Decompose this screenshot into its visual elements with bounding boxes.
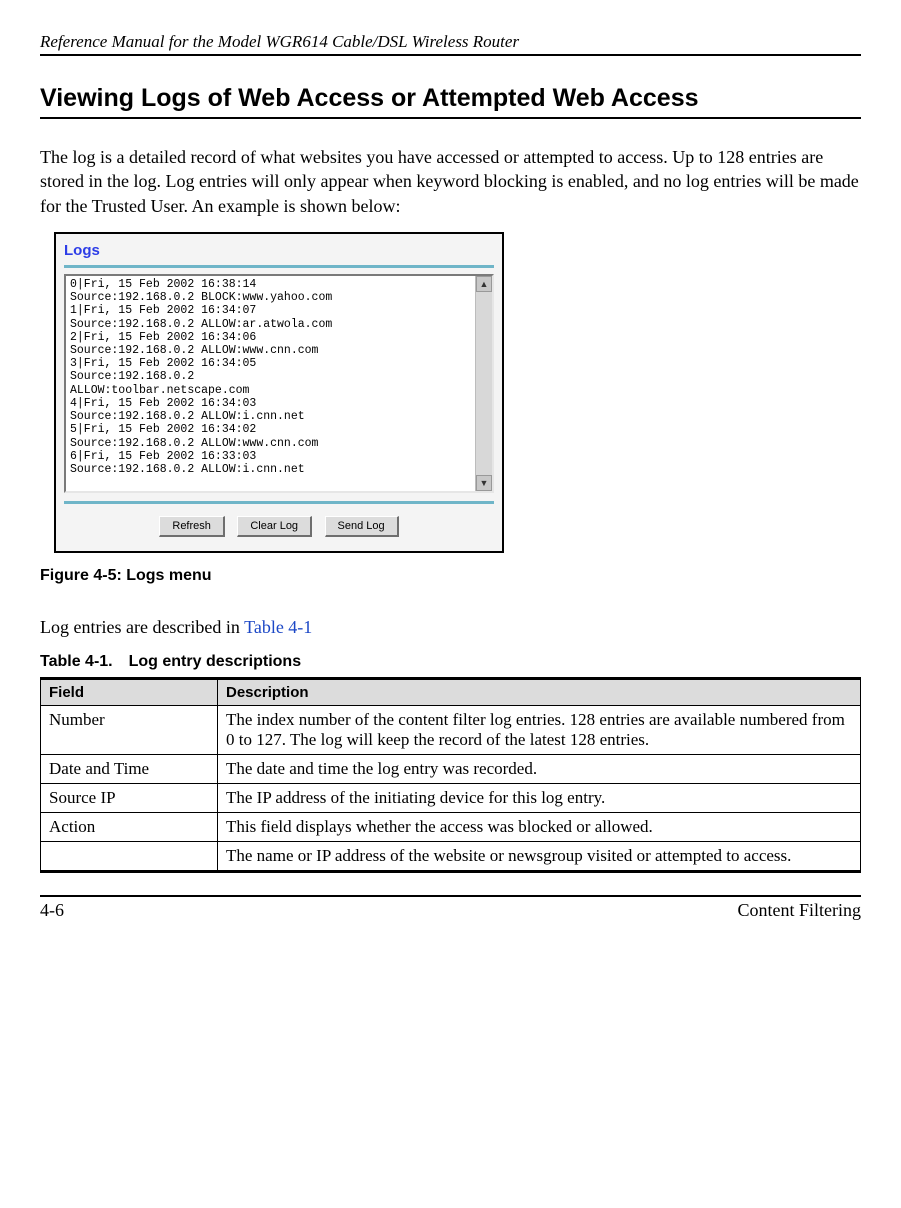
cell-field [41, 842, 218, 872]
footer-section-name: Content Filtering [738, 900, 862, 921]
cell-desc: The date and time the log entry was reco… [218, 755, 861, 784]
cell-field: Source IP [41, 784, 218, 813]
intro-paragraph: The log is a detailed record of what web… [40, 145, 861, 218]
table-row: Date and Time The date and time the log … [41, 755, 861, 784]
header-field: Field [41, 679, 218, 706]
cell-field: Number [41, 706, 218, 755]
header-description: Description [218, 679, 861, 706]
logs-textarea[interactable]: 0|Fri, 15 Feb 2002 16:38:14 Source:192.1… [64, 274, 494, 493]
clear-log-button[interactable]: Clear Log [237, 516, 312, 537]
table-row: Source IP The IP address of the initiati… [41, 784, 861, 813]
table-row: Action This field displays whether the a… [41, 813, 861, 842]
running-head: Reference Manual for the Model WGR614 Ca… [40, 32, 861, 52]
section-title: Viewing Logs of Web Access or Attempted … [40, 84, 861, 113]
footer-rule [40, 895, 861, 897]
logs-panel-rule-top [64, 265, 494, 268]
cell-desc: The name or IP address of the website or… [218, 842, 861, 872]
logs-button-row: Refresh Clear Log Send Log [64, 516, 494, 537]
cell-field: Action [41, 813, 218, 842]
footer-page-number: 4-6 [40, 900, 64, 921]
page-footer: 4-6 Content Filtering [40, 900, 861, 921]
cell-desc: The index number of the content filter l… [218, 706, 861, 755]
figure-caption: Figure 4-5: Logs menu [40, 567, 861, 585]
refresh-button[interactable]: Refresh [159, 516, 225, 537]
table-header-row: Field Description [41, 679, 861, 706]
cell-desc: This field displays whether the access w… [218, 813, 861, 842]
logs-panel-rule-bottom [64, 501, 494, 504]
table-leadin: Log entries are described in Table 4-1 [40, 615, 861, 639]
scroll-down-icon[interactable]: ▼ [476, 475, 492, 491]
table-row: Number The index number of the content f… [41, 706, 861, 755]
running-head-rule [40, 54, 861, 56]
cell-desc: The IP address of the initiating device … [218, 784, 861, 813]
logs-text-content: 0|Fri, 15 Feb 2002 16:38:14 Source:192.1… [66, 276, 475, 491]
logs-panel-title: Logs [64, 242, 494, 259]
table-caption: Table 4-1. Log entry descriptions [40, 653, 861, 671]
table-row: The name or IP address of the website or… [41, 842, 861, 872]
scroll-up-icon[interactable]: ▲ [476, 276, 492, 292]
section-rule [40, 117, 861, 119]
leadin-text: Log entries are described in [40, 617, 244, 637]
logs-scrollbar[interactable]: ▲ ▼ [475, 276, 492, 491]
logs-figure: Logs 0|Fri, 15 Feb 2002 16:38:14 Source:… [54, 232, 504, 553]
log-entry-table: Field Description Number The index numbe… [40, 677, 861, 873]
cell-field: Date and Time [41, 755, 218, 784]
table-crossref-link[interactable]: Table 4-1 [244, 617, 312, 637]
send-log-button[interactable]: Send Log [325, 516, 399, 537]
